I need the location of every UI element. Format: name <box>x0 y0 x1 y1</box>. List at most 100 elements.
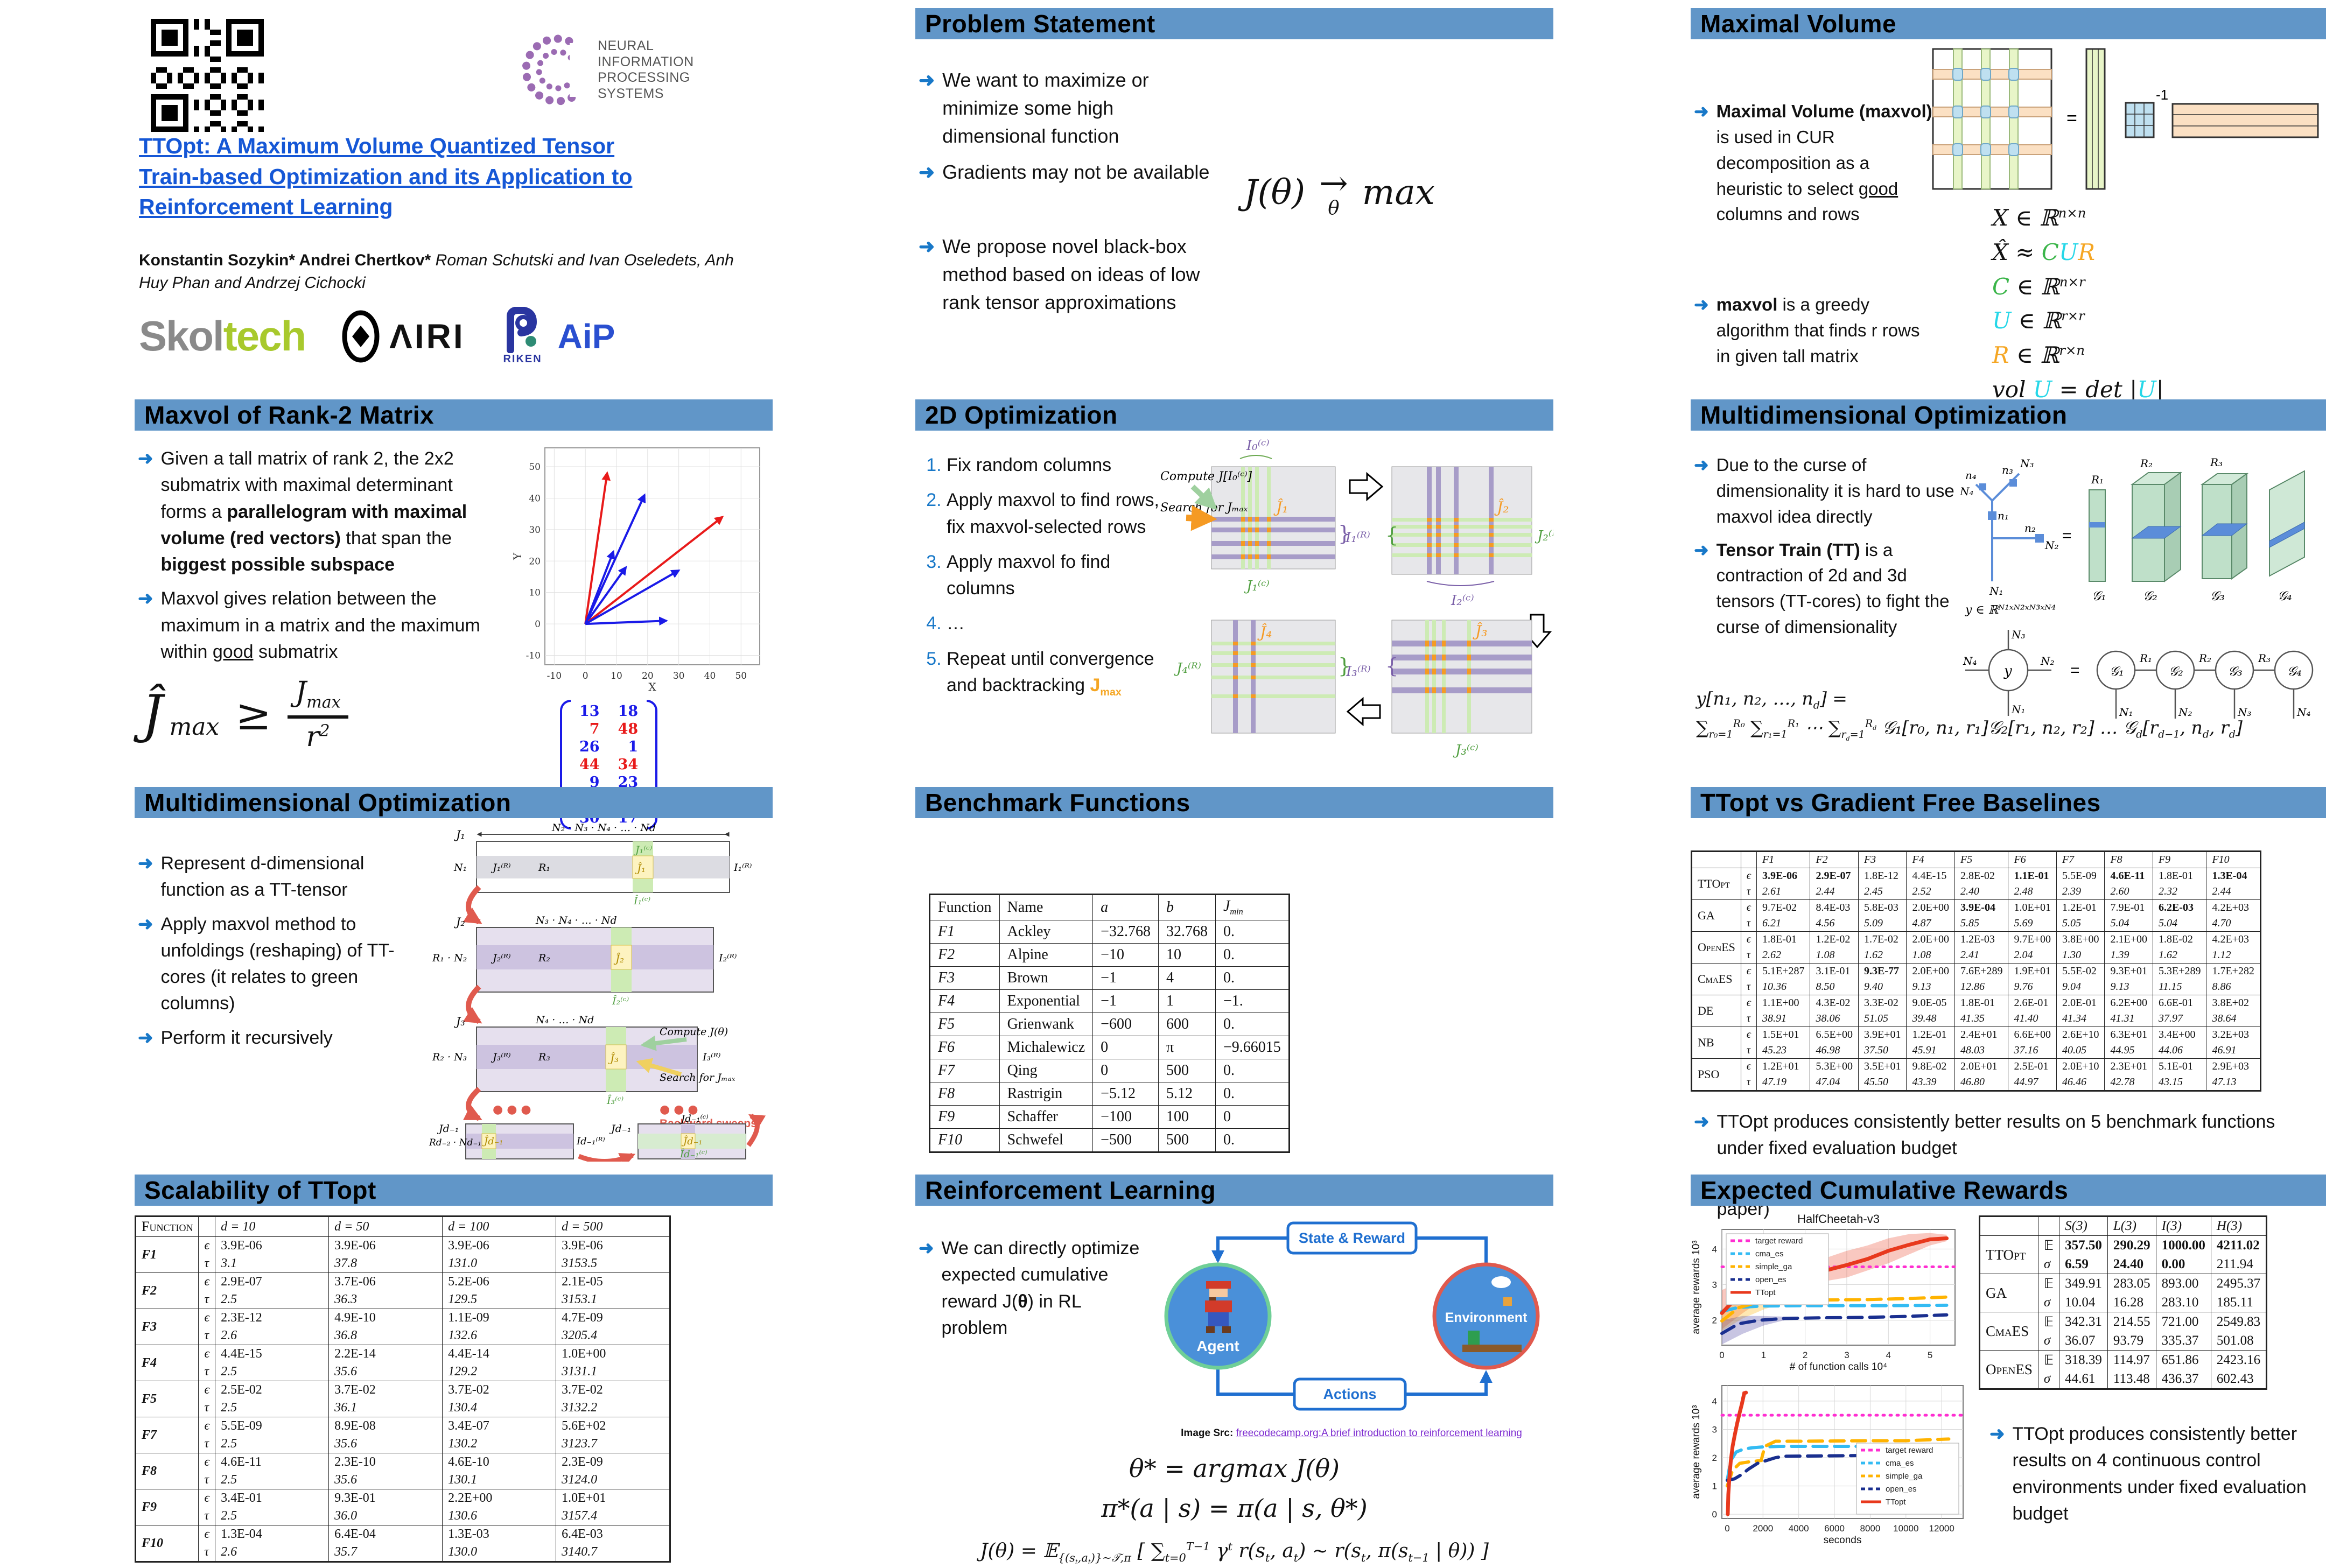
table-cell: 32.768 <box>1158 919 1216 944</box>
table-cell: 2.0E+00 <box>1906 899 1955 916</box>
label-R3b: R₃ <box>2258 652 2271 665</box>
rl-loop-diagram: State & Reward Actions Agent Envir <box>1164 1221 1540 1411</box>
table-cell: 0. <box>1215 966 1290 990</box>
svg-text:50: 50 <box>735 671 747 681</box>
label-jhat4: Ĵ₄ <box>1257 623 1272 641</box>
svg-text:0: 0 <box>1719 1350 1724 1360</box>
table-row: F2 ϵ 2.9E-07 3.7E-06 5.2E-06 2.1E-05 <box>135 1272 671 1309</box>
table-cell: 2.3E-10 <box>328 1453 443 1471</box>
table-cell: 113.48 <box>2107 1370 2156 1389</box>
svg-text:10000: 10000 <box>1893 1523 1918 1534</box>
section-header: Maxvol of Rank-2 Matrix <box>135 399 773 431</box>
label-n3: n₃ <box>2002 463 2013 476</box>
table-cell: 4.4E-15 <box>215 1345 330 1363</box>
table-row: F7 Qing 0 500 0. <box>929 1058 1290 1082</box>
state-reward-label: State & Reward <box>1299 1230 1405 1246</box>
table-cell: 9.3E+01 <box>2104 963 2153 979</box>
table-cell: 6.3E+01 <box>2104 1026 2153 1043</box>
table-cell: 8.86 <box>2206 979 2261 995</box>
svg-text:0: 0 <box>535 619 541 630</box>
table-cell: 2.5 <box>215 1471 330 1489</box>
table-cell: 5.85 <box>1954 916 2009 932</box>
aip-text: AiP <box>557 317 615 356</box>
step: Apply maxvol fo find columns <box>947 549 1161 602</box>
table-cell: 9.7E-02 <box>1756 899 1811 916</box>
table-cell: 2.6E+10 <box>2056 1026 2105 1043</box>
table-cell: 44.61 <box>2059 1370 2108 1389</box>
svg-text:5: 5 <box>1928 1350 1932 1360</box>
lbl: I₃⁽ᴿ⁾ <box>702 1051 721 1063</box>
table-row: τ 3.1 37.8 131.0 3153.5 <box>136 1255 671 1273</box>
svg-text:20: 20 <box>642 671 654 681</box>
logos-row: Skoltech ΛIRI RIKEN AiP <box>139 307 615 365</box>
table-row: F10 Schwefel −500 500 0. <box>929 1128 1290 1152</box>
table-cell: a <box>1092 894 1159 920</box>
table-cell: −32.768 <box>1092 919 1159 944</box>
poster-title[interactable]: TTOpt: A Maximum Volume Quantized Tensor… <box>139 131 769 222</box>
table-cell: 3.9E+01 <box>1858 1026 1907 1043</box>
table-cell: 48.03 <box>1954 1043 2009 1059</box>
table-cell: 131.0 <box>442 1255 557 1273</box>
table-cell: 1.2E-01 <box>1906 1026 1955 1043</box>
table-cell: 0.00 <box>2155 1255 2211 1274</box>
lbl: Î₁⁽ᶜ⁾ <box>633 895 650 907</box>
halfcheetah-calls-chart: 0 1 2 3 4 5 2 3 4 HalfCheetah-v3 # of function cal… <box>1691 1212 1957 1373</box>
table-cell: F10 <box>929 1128 1000 1152</box>
table-cell: F10 <box>2206 851 2261 868</box>
lbl: Jd₋₁ <box>437 1123 459 1135</box>
table-cell: −100 <box>1092 1105 1159 1129</box>
lbl: N₃ · N₄ · … · Nd <box>535 915 617 926</box>
table-cell: 1.62 <box>1858 947 1907 964</box>
table-cell: 38.64 <box>2206 1011 2261 1027</box>
actions-label: Actions <box>1323 1386 1376 1402</box>
table-cell: H(3) <box>2210 1216 2267 1236</box>
svg-text:8000: 8000 <box>1860 1523 1881 1534</box>
table-cell: τ <box>1740 1074 1757 1091</box>
table-cell: 2.2E+00 <box>442 1489 557 1507</box>
label-jhat3: Ĵ₃ <box>1473 622 1487 640</box>
table-cell: 3.8E+02 <box>2206 995 2261 1011</box>
caption-link[interactable]: freecodecamp.org:A brief introduction to… <box>1236 1428 1522 1439</box>
qr-code <box>151 19 264 132</box>
panel-4: Ĵ₄ J₄⁽ᴿ⁾ } I₃⁽ᴿ⁾ <box>1174 620 1371 734</box>
bullet: ➜ Given a tall matrix of rank 2, the 2x2 … <box>138 446 493 578</box>
table-row: F5 ϵ 2.5E-02 3.7E-02 3.7E-02 3.7E-02 <box>135 1381 671 1417</box>
riken-text: RIKEN <box>503 353 542 365</box>
label-N3: N₃ <box>2020 457 2034 470</box>
table-cell: F1 <box>929 919 1000 944</box>
leg-N2: N₂ <box>2178 706 2192 719</box>
matrix-value: 26 <box>579 739 600 755</box>
table-cell: F5 <box>1954 851 2009 868</box>
riken-aip-logo: RIKEN AiP <box>500 307 615 365</box>
table-cell: τ <box>1740 1043 1757 1059</box>
arrow-icon: ➜ <box>919 69 935 91</box>
title-line[interactable]: Reinforcement Learning <box>139 194 393 220</box>
rewards-table: S(3) L(3) I(3) H(3) TTOpt 𝔼 357.50 290.29 1000.0… <box>1979 1215 2268 1390</box>
table-cell: τ <box>198 1507 216 1525</box>
table-cell: 342.31 <box>2059 1312 2108 1332</box>
formula-policy: π*(a | s) = π(a | s, θ*) <box>1101 1493 1368 1523</box>
table-cell: 2.32 <box>2152 884 2207 900</box>
table-cell: 2.5E-02 <box>215 1381 330 1399</box>
table-cell: 4.4E-14 <box>442 1345 557 1363</box>
table-cell: 3.1 <box>215 1255 330 1273</box>
table-cell: 1.30 <box>2056 947 2105 964</box>
table-cell: 35.6 <box>328 1471 443 1489</box>
label-g4b: 𝒢₄ <box>2287 664 2302 679</box>
table-cell: F7 <box>929 1058 1000 1082</box>
table-cell: 114.97 <box>2107 1350 2156 1370</box>
table-cell: 46.46 <box>2056 1074 2105 1091</box>
svg-text:10: 10 <box>529 588 541 599</box>
title-line[interactable]: Train-based Optimization and its Applica… <box>139 164 633 189</box>
frac-num: J <box>295 676 307 708</box>
label-i3r: I₃⁽ᴿ⁾ <box>1346 664 1371 680</box>
table-cell: 214.55 <box>2107 1312 2156 1332</box>
section-maxvol-rank2: Maxvol of Rank-2 Matrix ➜ Given a tall ma… <box>135 399 773 829</box>
table-cell: 0. <box>1215 1128 1290 1152</box>
table-cell: 8.9E-08 <box>328 1417 443 1435</box>
table-cell: 5.1E-01 <box>2152 1058 2207 1074</box>
table-cell: 3.9E-06 <box>442 1236 557 1255</box>
panel-3: Ĵ₃ { J₃⁽ᶜ⁾ <box>1385 620 1532 758</box>
title-line[interactable]: TTOpt: A Maximum Volume Quantized Tensor <box>139 133 615 158</box>
series-open_es <box>1720 1313 1949 1335</box>
